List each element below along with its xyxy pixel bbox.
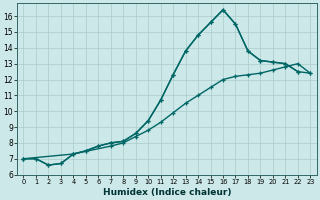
X-axis label: Humidex (Indice chaleur): Humidex (Indice chaleur) bbox=[103, 188, 231, 197]
